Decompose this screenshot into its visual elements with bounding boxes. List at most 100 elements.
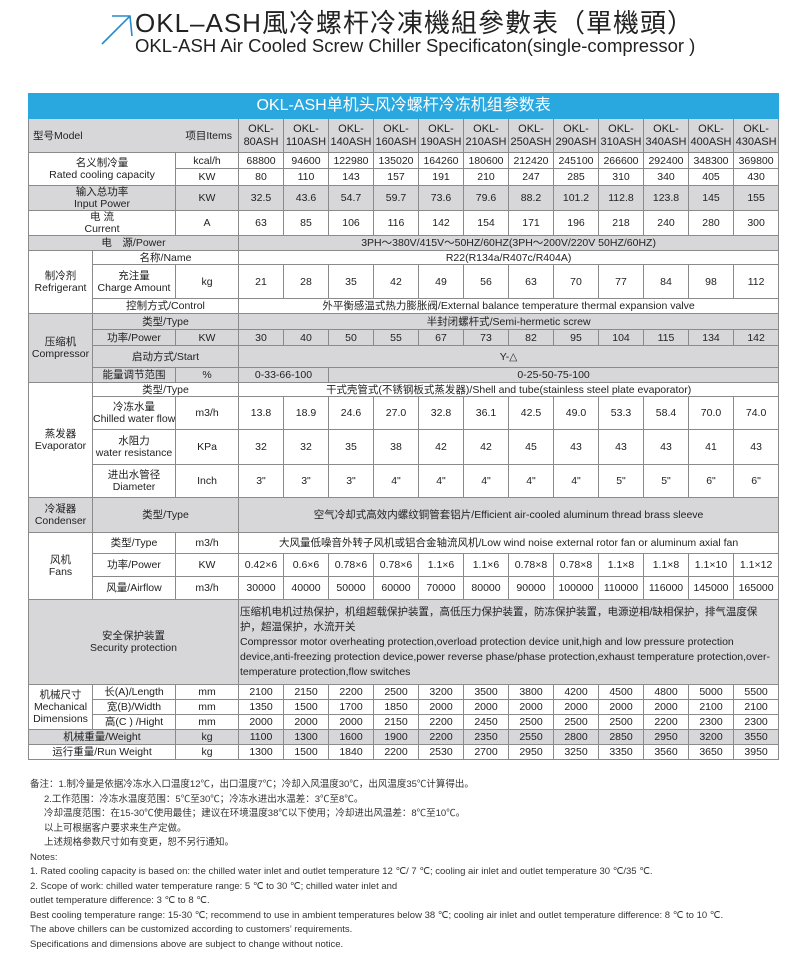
value-cell: 2850	[598, 729, 644, 745]
value-cell: 5500	[732, 684, 780, 700]
value-cell: 2200	[328, 684, 374, 700]
value-cell: 218	[598, 210, 644, 236]
value-cell: 2000	[643, 699, 689, 715]
value-cell: 1.1×6	[463, 553, 509, 577]
model-header: OKL- 340ASH	[643, 118, 689, 153]
label-en: Charge Amount	[97, 281, 171, 294]
label-cn: 电 流	[90, 211, 114, 224]
value-cell: 21	[238, 264, 284, 299]
label-en: water resistance	[95, 447, 173, 459]
value-cell: 24.6	[328, 396, 374, 430]
value-cell: 2100	[238, 684, 284, 700]
value-cell: 1350	[238, 699, 284, 715]
note-line: Notes:	[30, 851, 58, 863]
model-suffix: 80ASH	[243, 135, 279, 148]
note-line: 上述规格参数尺寸如有变更，恕不另行通知。	[44, 837, 235, 848]
value-cell: 3650	[688, 744, 734, 760]
value-cell: 171	[508, 210, 554, 236]
value-cell: 300	[732, 210, 780, 236]
value-cell: 3950	[732, 744, 780, 760]
unit: KW	[175, 185, 239, 211]
value-cell: 405	[688, 168, 734, 186]
value-cell: 266600	[598, 152, 644, 169]
value-cell: 50000	[328, 576, 374, 600]
value-cell: 348300	[688, 152, 734, 169]
value-cell: 80000	[463, 576, 509, 600]
label-en: Fans	[48, 566, 73, 578]
value-cell: 2200	[418, 729, 464, 745]
value-cell: 1500	[283, 699, 329, 715]
value-cell: 285	[553, 168, 599, 186]
label-cn: 安全保护装置	[102, 630, 165, 642]
unit: m3/h	[175, 532, 239, 554]
value-cell: 2700	[463, 744, 509, 760]
value-cell: 0.78×6	[373, 553, 419, 577]
value-cell: 32.5	[238, 185, 284, 211]
value-cell: 2000	[418, 699, 464, 715]
unit: kcal/h	[175, 152, 239, 169]
value-cell: 36.1	[463, 396, 509, 430]
model-label: 型号Model	[33, 130, 83, 142]
items-label: 项目Items	[185, 130, 232, 142]
unit: mm	[175, 684, 239, 700]
value-cell: 2000	[238, 714, 284, 730]
label-en: Mechanical	[33, 701, 88, 713]
value-cell: 84	[643, 264, 689, 299]
label-cn: 进出水管径	[107, 469, 161, 481]
unit: KW	[175, 553, 239, 577]
charge-label: 充注量 Charge Amount	[92, 264, 176, 299]
length-label: 长(A)/Length	[92, 684, 176, 700]
value-cell: 32	[238, 429, 284, 465]
fans-label: 风机 Fans	[28, 532, 93, 600]
value-cell: 85	[283, 210, 329, 236]
value-cell: 13.8	[238, 396, 284, 430]
value-cell: 1500	[283, 744, 329, 760]
page-subtitle: OKL-ASH Air Cooled Screw Chiller Specifi…	[135, 35, 696, 56]
value-cell: 104	[598, 329, 644, 346]
refrigerant-label: 制冷剂 Refrigerant	[28, 250, 93, 314]
value-cell: 28	[283, 264, 329, 299]
model-suffix: 430ASH	[735, 135, 777, 148]
model-header: OKL- 210ASH	[463, 118, 509, 153]
value-cell: 3350	[598, 744, 644, 760]
value-cell: 106	[328, 210, 374, 236]
label-cn: 充注量	[118, 269, 150, 282]
value-cell: 240	[643, 210, 689, 236]
dims-label: 机械尺寸 Mechanical Dimensions	[28, 684, 93, 730]
note-line: outlet temperature difference: 3 ℃ to 8 …	[30, 895, 210, 906]
model-header: OKL- 250ASH	[508, 118, 554, 153]
value-cell: 1.1×6	[418, 553, 464, 577]
value-cell: 67	[418, 329, 464, 346]
model-header: OKL- 430ASH	[732, 118, 780, 153]
model-header-row: 型号Model 项目Items OKL- 80ASH OKL- 110ASH OKL- 14…	[28, 118, 780, 153]
value-cell: 101.2	[553, 185, 599, 211]
value-cell: 30	[238, 329, 284, 346]
value-cell: 110000	[598, 576, 644, 600]
value-cell: 74.0	[732, 396, 780, 430]
model-prefix: OKL-	[743, 122, 769, 135]
value-cell: 49	[418, 264, 464, 299]
unit: KPa	[175, 429, 239, 465]
power-supply-label: 电 源/Power	[28, 235, 239, 251]
control-value: 外平衡感温式热力膨胀阀/External balance temperature…	[237, 298, 780, 314]
evaporator-type-label: 类型/Type	[92, 382, 239, 397]
condenser-label: 冷凝器 Condenser	[28, 497, 93, 533]
value-cell: 35	[328, 429, 374, 465]
value-cell: 4"	[418, 464, 464, 498]
value-cell: 30000	[238, 576, 284, 600]
model-prefix: OKL-	[293, 122, 319, 135]
value-cell: 27.0	[373, 396, 419, 430]
value-cell: 210	[463, 168, 509, 186]
model-prefix: OKL-	[608, 122, 634, 135]
value-cell: 245100	[553, 152, 599, 169]
value-cell: 90000	[508, 576, 554, 600]
value-cell: 1.1×8	[598, 553, 644, 577]
value-cell: 196	[553, 210, 599, 236]
value-cell: 3560	[643, 744, 689, 760]
security-label: 安全保护装置 Security protection	[28, 599, 239, 685]
value-cell: 430	[732, 168, 780, 186]
value-cell: 42	[463, 429, 509, 465]
airflow-label: 风量/Airflow	[92, 576, 176, 600]
value-cell: 1300	[283, 729, 329, 745]
value-cell: 2150	[373, 714, 419, 730]
